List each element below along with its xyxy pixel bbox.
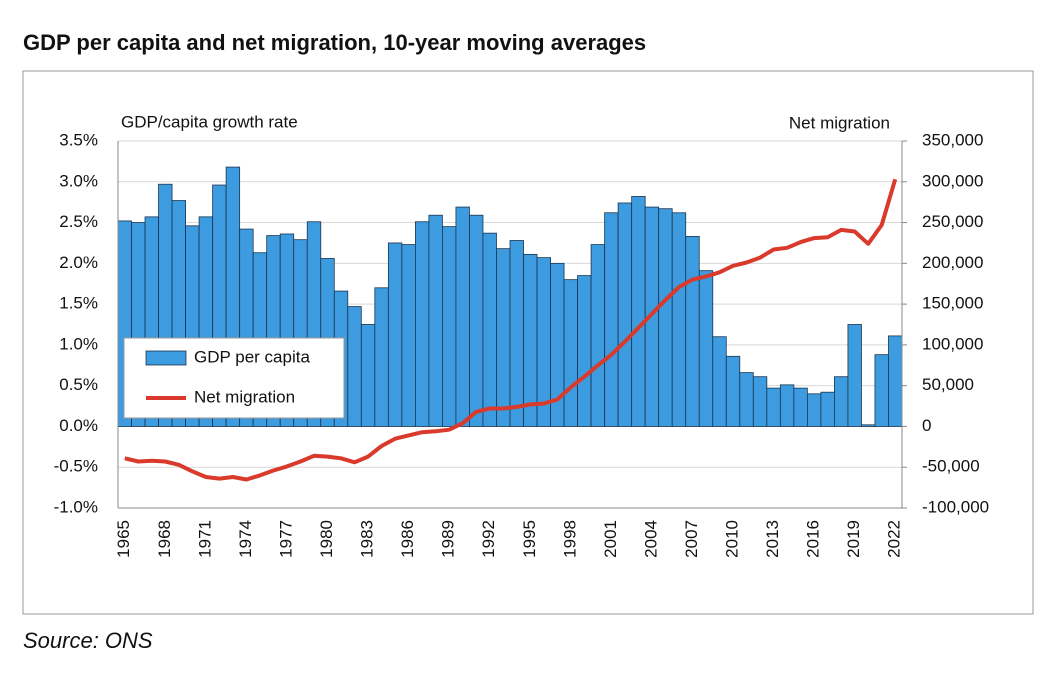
bar (766, 387, 781, 427)
x-tick-label: 1998 (560, 520, 579, 558)
x-tick-label: 1980 (317, 520, 336, 558)
bar (577, 275, 592, 427)
bar (360, 324, 376, 427)
y2-tick-label: 0 (922, 416, 931, 435)
chart-title: GDP per capita and net migration, 10-yea… (23, 30, 646, 55)
line (124, 178, 898, 482)
bar (739, 372, 754, 427)
bar (793, 387, 808, 427)
legend-label: Net migration (194, 387, 295, 406)
bar (834, 376, 849, 427)
bar (469, 214, 484, 427)
y-tick-label: 1.0% (59, 334, 98, 353)
bar (428, 214, 443, 427)
legend-swatch (145, 350, 187, 366)
y2-tick-label: 350,000 (922, 130, 983, 149)
bar (752, 376, 768, 427)
legend-label: GDP per capita (194, 347, 310, 366)
bar (482, 232, 497, 427)
bar (563, 279, 578, 427)
bar (888, 335, 903, 427)
bar (509, 240, 524, 427)
y2-tick-label: 150,000 (922, 294, 983, 313)
bar (779, 384, 795, 427)
x-tick-label: 1974 (236, 520, 255, 558)
legend: GDP per capita Net migration (123, 337, 345, 419)
bar (401, 244, 416, 427)
x-tick-label: 2007 (682, 520, 701, 558)
bar (455, 206, 470, 427)
x-tick-label: 1986 (398, 520, 417, 558)
y-tick-label: 2.5% (59, 212, 98, 231)
bar (414, 221, 430, 427)
chart-frame (22, 70, 1034, 615)
x-tick-label: 1983 (358, 520, 377, 558)
x-tick-label: 2019 (844, 520, 863, 558)
bar (725, 355, 741, 427)
x-tick-label: 1968 (155, 520, 174, 558)
y-tick-label: 3.5% (59, 130, 98, 149)
y2-tick-label: 300,000 (922, 171, 983, 190)
bar (685, 236, 700, 427)
bar (712, 336, 727, 427)
x-tick-label: 1995 (520, 520, 539, 558)
bar (387, 242, 403, 427)
y-tick-label: 0.5% (59, 375, 98, 394)
x-tick-label: 2004 (641, 520, 660, 558)
bar (496, 248, 511, 427)
bar (631, 196, 646, 427)
x-tick-label: 2016 (804, 520, 823, 558)
bar (374, 287, 389, 427)
source: Source: ONS (23, 628, 153, 653)
x-tick-label: 1965 (114, 520, 133, 558)
x-tick-label: 2001 (601, 520, 620, 558)
y-axis-label: GDP/capita growth rate (121, 112, 298, 131)
y-tick-label: 0.0% (59, 416, 98, 435)
y2-tick-label: 50,000 (922, 375, 974, 394)
x-tick-label: 2022 (885, 520, 904, 558)
y2-tick-label: -50,000 (922, 457, 980, 476)
x-tick-label: 2013 (763, 520, 782, 558)
y-tick-label: -1.0% (54, 497, 98, 516)
y2-tick-label: 250,000 (922, 212, 983, 231)
y2-tick-label: 100,000 (922, 334, 983, 353)
bar (604, 212, 619, 427)
bar (617, 202, 633, 427)
y-tick-label: 3.0% (59, 171, 98, 190)
bar (671, 212, 687, 427)
bar (347, 306, 362, 427)
y-tick-label: -0.5% (54, 457, 98, 476)
y-tick-label: 2.0% (59, 253, 98, 272)
bar (590, 244, 606, 427)
y2-axis-label: Net migration (789, 113, 890, 132)
bar (820, 391, 835, 427)
bar (861, 424, 876, 427)
x-tick-label: 1971 (195, 520, 214, 558)
bar (698, 270, 714, 427)
bar (442, 226, 457, 427)
y2-tick-label: 200,000 (922, 253, 983, 272)
bar (658, 208, 673, 427)
x-tick-label: 2010 (723, 520, 742, 558)
x-tick-label: 1992 (479, 520, 498, 558)
bar (874, 354, 889, 427)
x-tick-label: 1989 (439, 520, 458, 558)
bar (523, 253, 538, 427)
y2-tick-label: -100,000 (922, 497, 989, 516)
y-tick-label: 1.5% (59, 294, 98, 313)
x-tick-label: 1977 (276, 520, 295, 558)
bar (847, 324, 862, 427)
bar (806, 393, 822, 427)
